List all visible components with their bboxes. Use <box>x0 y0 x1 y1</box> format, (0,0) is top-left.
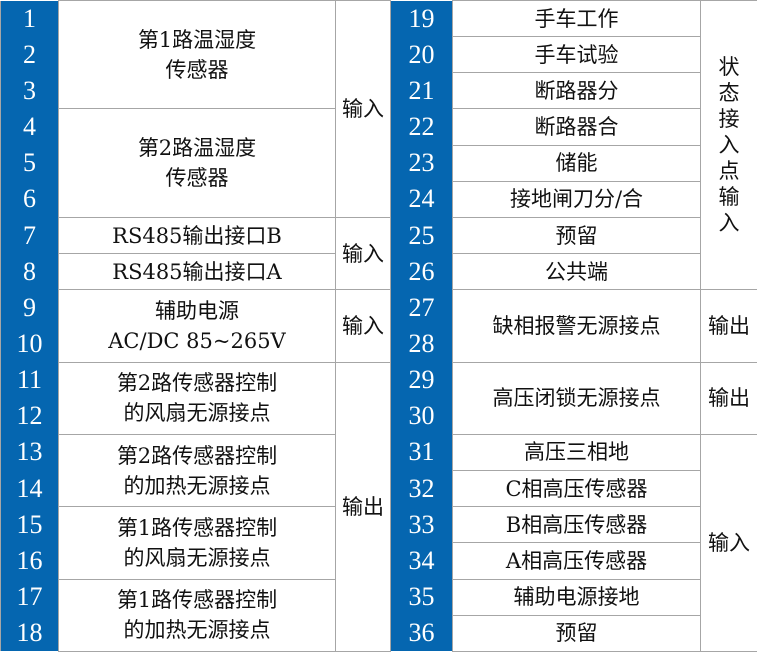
terminal-description: RS485输出接口A <box>59 254 336 290</box>
terminal-description: 第2路温湿度 传感器 <box>59 109 336 217</box>
terminal-type: 输出 <box>701 290 757 362</box>
terminal-number: 1 <box>1 1 59 37</box>
terminal-description: 手车工作 <box>453 1 701 37</box>
terminal-description: 缺相报警无源接点 <box>453 290 701 362</box>
terminal-number: 20 <box>391 37 453 73</box>
terminal-number: 12 <box>1 398 59 434</box>
terminal-type: 输入 <box>336 290 391 362</box>
terminal-number: 10 <box>1 326 59 362</box>
terminal-description: 手车试验 <box>453 37 701 73</box>
terminal-number: 33 <box>391 507 453 543</box>
terminal-number: 32 <box>391 471 453 507</box>
terminal-number: 4 <box>1 109 59 145</box>
terminal-number: 8 <box>1 254 59 290</box>
terminal-description: 预留 <box>453 615 701 651</box>
terminal-description: 辅助电源 AC/DC 85~265V <box>59 290 336 362</box>
terminal-description: 第1路传感器控制 的风扇无源接点 <box>59 507 336 579</box>
terminal-number: 5 <box>1 145 59 181</box>
terminal-type: 输入 <box>701 434 757 651</box>
terminal-number: 24 <box>391 181 453 217</box>
terminal-description: 接地闸刀分/合 <box>453 181 701 217</box>
terminal-type: 状 态 接 入 点 输 入 <box>701 1 757 290</box>
terminal-number: 31 <box>391 434 453 470</box>
terminal-number: 14 <box>1 471 59 507</box>
terminal-description: 储能 <box>453 145 701 181</box>
terminal-description: A相高压传感器 <box>453 543 701 579</box>
terminal-number: 27 <box>391 290 453 326</box>
terminal-number: 21 <box>391 73 453 109</box>
terminal-type: 输入 <box>336 1 391 218</box>
terminal-number: 19 <box>391 1 453 37</box>
terminal-number: 13 <box>1 434 59 470</box>
terminal-description: 第1路温湿度 传感器 <box>59 1 336 109</box>
terminal-number: 18 <box>1 615 59 651</box>
terminal-number: 16 <box>1 543 59 579</box>
terminal-number: 29 <box>391 362 453 398</box>
terminal-number: 9 <box>1 290 59 326</box>
terminal-description: 公共端 <box>453 254 701 290</box>
terminal-description: 高压闭锁无源接点 <box>453 362 701 434</box>
terminal-description: RS485输出接口B <box>59 217 336 253</box>
terminal-number: 35 <box>391 579 453 615</box>
terminal-description: 预留 <box>453 217 701 253</box>
terminal-number: 34 <box>391 543 453 579</box>
terminal-description: 断路器分 <box>453 73 701 109</box>
terminal-description: 第2路传感器控制 的风扇无源接点 <box>59 362 336 434</box>
terminal-number: 17 <box>1 579 59 615</box>
terminal-description: C相高压传感器 <box>453 471 701 507</box>
terminal-number: 28 <box>391 326 453 362</box>
terminal-description: 断路器合 <box>453 109 701 145</box>
terminal-number: 2 <box>1 37 59 73</box>
terminal-number: 11 <box>1 362 59 398</box>
terminal-description: 辅助电源接地 <box>453 579 701 615</box>
terminal-number: 30 <box>391 398 453 434</box>
terminal-description: B相高压传感器 <box>453 507 701 543</box>
terminal-type: 输出 <box>701 362 757 434</box>
terminal-number: 6 <box>1 181 59 217</box>
terminal-number: 3 <box>1 73 59 109</box>
terminal-description: 第1路传感器控制 的加热无源接点 <box>59 579 336 651</box>
terminal-number: 7 <box>1 217 59 253</box>
terminal-number: 22 <box>391 109 453 145</box>
terminal-number: 15 <box>1 507 59 543</box>
terminal-type: 输入 <box>336 217 391 289</box>
terminal-number: 26 <box>391 254 453 290</box>
terminal-number: 25 <box>391 217 453 253</box>
terminal-number: 36 <box>391 615 453 651</box>
terminal-description: 第2路传感器控制 的加热无源接点 <box>59 434 336 506</box>
terminal-type: 输出 <box>336 362 391 651</box>
terminal-number: 23 <box>391 145 453 181</box>
terminal-description: 高压三相地 <box>453 434 701 470</box>
